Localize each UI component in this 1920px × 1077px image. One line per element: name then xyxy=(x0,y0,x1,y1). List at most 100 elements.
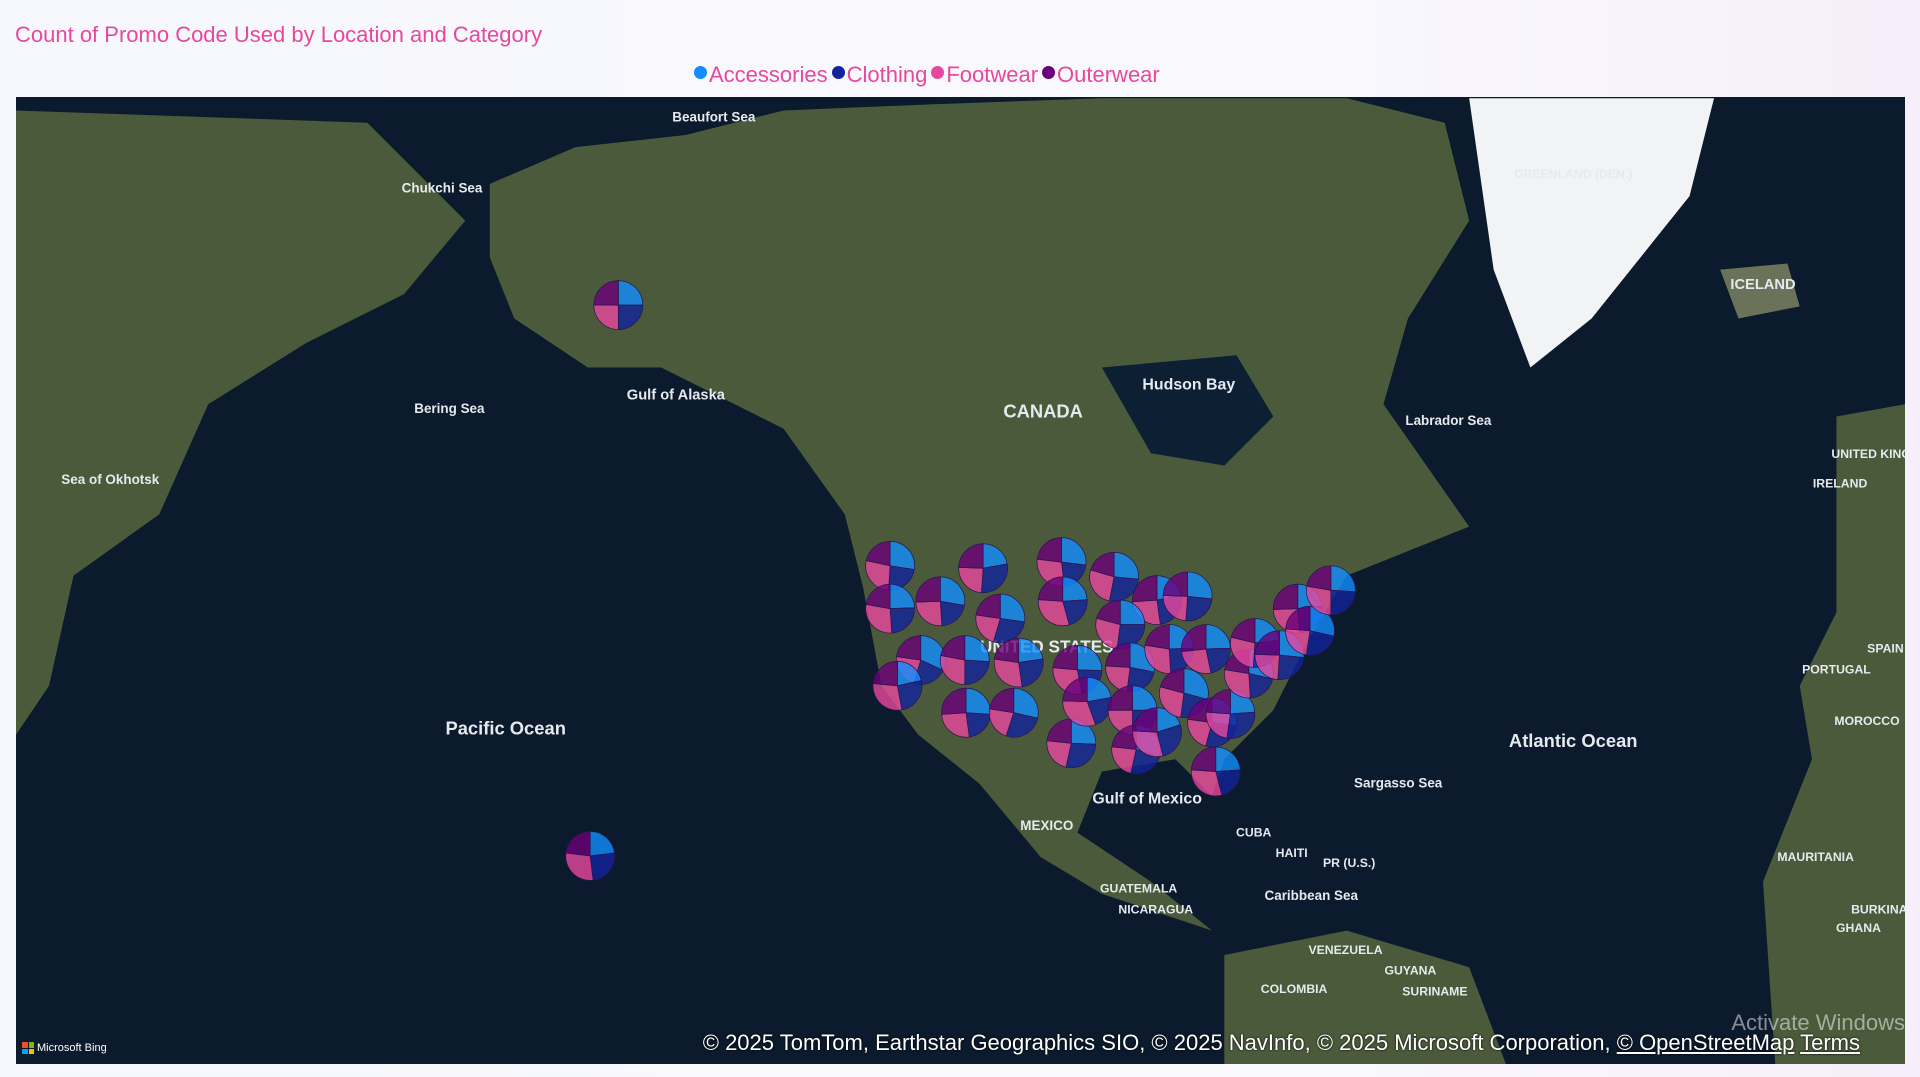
pie-slice-outerwear[interactable] xyxy=(1306,565,1332,591)
pie-slice-footwear[interactable] xyxy=(941,712,970,738)
pie-slice-clothing[interactable] xyxy=(1215,769,1241,796)
location-pie[interactable] xyxy=(975,593,1026,644)
pie-slice-accessories[interactable] xyxy=(1119,599,1146,625)
pie-slice-footwear[interactable] xyxy=(1062,700,1097,727)
pie-slice-accessories[interactable] xyxy=(617,280,644,306)
pie-slice-clothing[interactable] xyxy=(589,852,616,881)
location-pie[interactable] xyxy=(1205,689,1256,739)
location-pie[interactable] xyxy=(1190,746,1241,797)
location-pie[interactable] xyxy=(1037,576,1088,627)
pie-slice-footwear[interactable] xyxy=(1305,585,1332,616)
pie-slice-outerwear[interactable] xyxy=(1230,618,1256,644)
pie-slice-clothing[interactable] xyxy=(981,563,1008,594)
pie-slice-accessories[interactable] xyxy=(1330,565,1356,593)
pie-slice-accessories[interactable] xyxy=(939,576,966,606)
pie-slice-accessories[interactable] xyxy=(1061,537,1087,566)
pie-slice-clothing[interactable] xyxy=(617,304,644,330)
location-pie[interactable] xyxy=(988,687,1039,738)
location-pie[interactable] xyxy=(1162,571,1213,622)
location-pie[interactable] xyxy=(1046,718,1097,769)
pie-slice-outerwear[interactable] xyxy=(1285,605,1311,632)
pie-slice-clothing[interactable] xyxy=(1305,630,1335,656)
pie-slice-accessories[interactable] xyxy=(589,831,615,857)
pie-slice-outerwear[interactable] xyxy=(1144,624,1170,650)
pie-slice-outerwear[interactable] xyxy=(896,635,922,661)
pie-slice-accessories[interactable] xyxy=(964,635,990,662)
pie-slice-outerwear[interactable] xyxy=(1105,642,1131,668)
pie-slice-accessories[interactable] xyxy=(1062,576,1088,602)
pie-slice-accessories[interactable] xyxy=(889,583,915,610)
location-pie[interactable] xyxy=(1062,676,1113,727)
pie-slice-footwear[interactable] xyxy=(1190,769,1223,797)
pie-slice-clothing[interactable] xyxy=(964,659,990,685)
pie-slice-outerwear[interactable] xyxy=(1090,551,1115,578)
location-pie[interactable] xyxy=(1285,605,1335,656)
pie-slice-accessories[interactable] xyxy=(1183,668,1209,700)
pie-slice-outerwear[interactable] xyxy=(915,576,941,603)
pie-slice-outerwear[interactable] xyxy=(1181,624,1207,653)
openstreetmap-link[interactable]: © OpenStreetMap xyxy=(1616,1030,1795,1055)
pie-slice-accessories[interactable] xyxy=(889,540,915,570)
location-pie[interactable] xyxy=(1089,551,1139,602)
pie-slice-clothing[interactable] xyxy=(1226,711,1256,739)
location-pie[interactable] xyxy=(941,687,991,738)
pie-slice-outerwear[interactable] xyxy=(989,687,1015,714)
pie-slice-footwear[interactable] xyxy=(993,658,1023,688)
pie-slice-footwear[interactable] xyxy=(1254,654,1280,680)
pie-slice-accessories[interactable] xyxy=(1187,571,1213,600)
location-pie[interactable] xyxy=(1181,624,1231,674)
pie-slice-footwear[interactable] xyxy=(593,304,619,330)
pie-slice-outerwear[interactable] xyxy=(1132,575,1158,603)
pie-slice-footwear[interactable] xyxy=(1162,595,1188,622)
pie-slice-footwear[interactable] xyxy=(1159,686,1185,718)
location-pie[interactable] xyxy=(1305,565,1356,616)
pie-slice-outerwear[interactable] xyxy=(1062,676,1088,703)
legend-item-footwear[interactable]: Footwear xyxy=(931,62,1038,88)
map-canvas[interactable]: Beaufort Sea Chukchi Sea GREENLAND (DEN.) I… xyxy=(16,97,1905,1064)
location-pie[interactable] xyxy=(915,576,966,627)
pie-slice-outerwear[interactable] xyxy=(941,687,967,715)
pie-slice-footwear[interactable] xyxy=(1037,599,1070,627)
pie-slice-outerwear[interactable] xyxy=(1107,685,1133,711)
pie-slice-outerwear[interactable] xyxy=(1037,576,1064,602)
location-pie[interactable] xyxy=(565,831,616,881)
pie-slice-clothing[interactable] xyxy=(1109,576,1139,602)
pie-slice-clothing[interactable] xyxy=(897,680,923,711)
pie-slice-outerwear[interactable] xyxy=(1254,630,1280,656)
pie-slice-outerwear[interactable] xyxy=(1272,583,1299,610)
pie-slice-footwear[interactable] xyxy=(1285,628,1311,656)
pie-slice-footwear[interactable] xyxy=(1230,636,1256,668)
pie-slice-accessories[interactable] xyxy=(1086,676,1112,703)
pie-slice-outerwear[interactable] xyxy=(1096,599,1121,626)
pie-slice-outerwear[interactable] xyxy=(1036,537,1062,563)
pie-slice-footwear[interactable] xyxy=(1111,746,1137,774)
pie-slice-clothing[interactable] xyxy=(1065,742,1097,769)
pie-slice-outerwear[interactable] xyxy=(994,637,1020,663)
pie-slice-outerwear[interactable] xyxy=(565,831,591,857)
pie-slice-outerwear[interactable] xyxy=(1159,668,1185,694)
pie-slice-footwear[interactable] xyxy=(1187,718,1213,747)
pie-slice-footwear[interactable] xyxy=(958,567,984,594)
location-pie[interactable] xyxy=(958,543,1008,594)
pie-slice-clothing[interactable] xyxy=(1185,596,1213,622)
terms-link[interactable]: Terms xyxy=(1800,1030,1860,1055)
pie-slice-footwear[interactable] xyxy=(915,600,943,627)
pie-slice-outerwear[interactable] xyxy=(1190,746,1217,772)
pie-slice-footwear[interactable] xyxy=(1205,711,1231,739)
legend-item-outerwear[interactable]: Outerwear xyxy=(1042,62,1160,88)
pie-slice-footwear[interactable] xyxy=(975,614,1001,643)
pie-slice-accessories[interactable] xyxy=(1018,637,1044,663)
pie-slice-footwear[interactable] xyxy=(865,603,893,634)
pie-slice-footwear[interactable] xyxy=(565,852,594,881)
location-pie[interactable] xyxy=(593,280,644,330)
pie-slice-footwear[interactable] xyxy=(1132,730,1164,758)
pie-slice-accessories[interactable] xyxy=(999,593,1026,623)
pie-slice-footwear[interactable] xyxy=(1223,669,1251,699)
pie-slice-outerwear[interactable] xyxy=(1132,707,1158,733)
pie-slice-outerwear[interactable] xyxy=(1205,689,1231,715)
pie-slice-footwear[interactable] xyxy=(1046,740,1072,768)
location-pie[interactable] xyxy=(865,540,915,591)
location-pie[interactable] xyxy=(1132,707,1182,758)
pie-slice-clothing[interactable] xyxy=(1205,647,1231,674)
legend-item-accessories[interactable]: Accessories xyxy=(694,62,828,88)
